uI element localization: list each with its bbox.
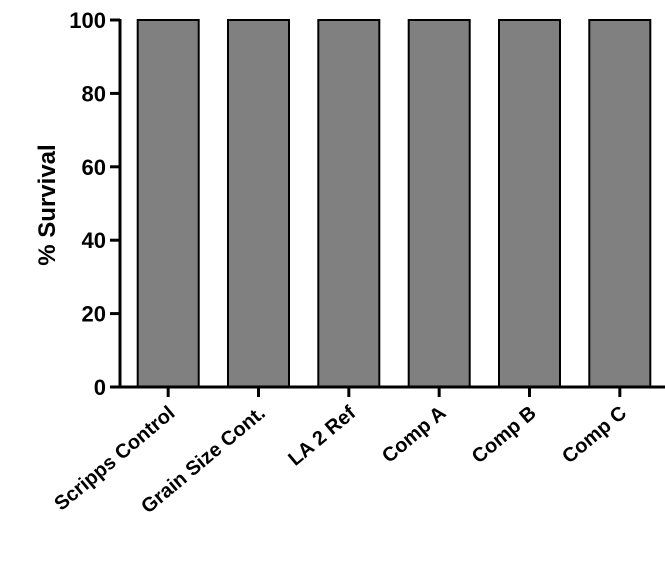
x-tick-label-5: Comp C	[558, 402, 631, 468]
y-tick-label-0: 0	[94, 375, 106, 400]
y-axis-title: % Survival	[34, 144, 61, 265]
bars-group	[136, 19, 652, 388]
bar-0	[136, 19, 200, 388]
x-tick-label-2: LA 2 Ref	[284, 402, 360, 471]
x-tick-label-4: Comp B	[468, 402, 541, 468]
x-tick-label-3: Comp A	[378, 402, 450, 468]
y-tick-label-1: 20	[82, 302, 106, 327]
y-tick-label-2: 40	[82, 228, 106, 253]
bar-4	[498, 19, 561, 388]
bar-1	[227, 19, 290, 388]
y-tick-label-5: 100	[69, 8, 106, 33]
y-tick-label-3: 60	[82, 155, 106, 180]
bar-5	[588, 19, 652, 388]
y-tick-label-4: 80	[82, 81, 106, 106]
y-axis: 0 20 40 60 80 100	[69, 8, 122, 400]
bar-3	[407, 19, 471, 388]
bar-2	[317, 19, 381, 388]
